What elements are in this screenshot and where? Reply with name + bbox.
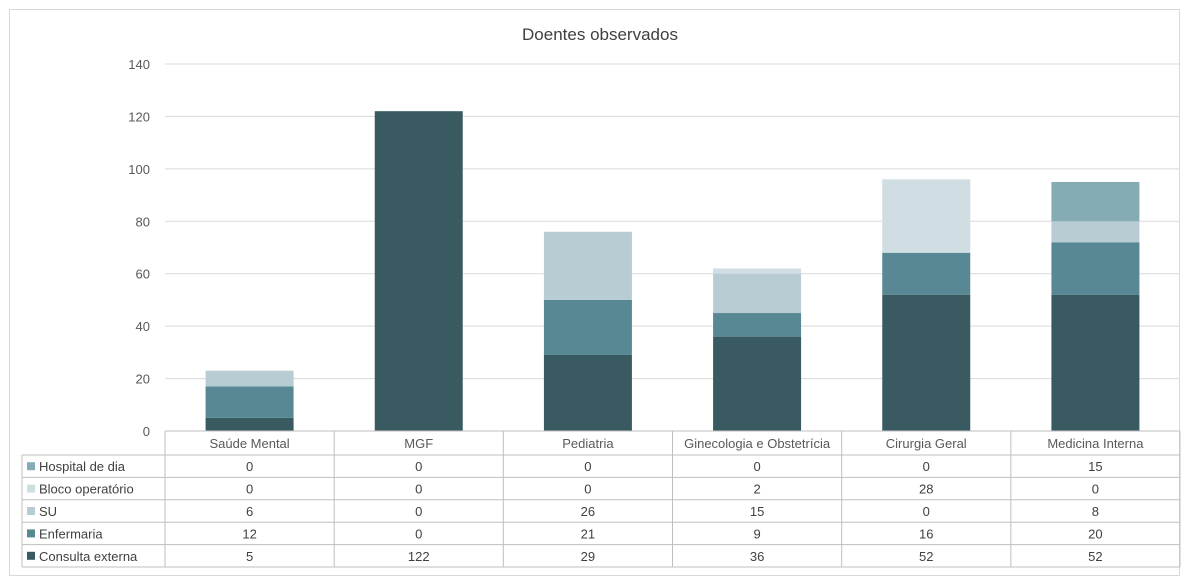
table-cell-value: 2 — [753, 482, 760, 497]
bar-segment — [205, 370, 294, 387]
legend-key — [27, 529, 35, 538]
x-category-label: Medicina Interna — [1047, 436, 1144, 451]
legend-label: Hospital de dia — [39, 459, 126, 474]
x-category-label: Pediatria — [562, 436, 614, 451]
table-cell-value: 12 — [242, 526, 256, 541]
data-table: Saúde Mental MGF Pediatria Ginecologia e Ob… — [21, 430, 1181, 568]
x-category-label: Cirurgia Geral — [886, 436, 967, 451]
table-cell-value: 0 — [415, 526, 422, 541]
bar-segment — [713, 313, 802, 337]
table-cell-value: 0 — [923, 459, 930, 474]
y-tick-label: 80 — [136, 214, 150, 229]
bar-segment — [882, 252, 971, 295]
table-cell-value: 20 — [1088, 526, 1102, 541]
bar-segment — [543, 354, 632, 431]
table-cell-value: 28 — [919, 482, 933, 497]
legend-key — [27, 462, 35, 471]
table-cell-value: 0 — [753, 459, 760, 474]
x-category-label: MGF — [404, 436, 433, 451]
table-cell-value: 29 — [581, 549, 595, 564]
bars — [205, 111, 1140, 431]
bar-segment — [543, 231, 632, 300]
bar-segment — [1051, 294, 1140, 431]
bar-segment — [1051, 221, 1140, 243]
table-cell-value: 0 — [584, 482, 591, 497]
legend-label: Bloco operatório — [39, 482, 134, 497]
legend-key — [27, 507, 35, 515]
table-cell-value: 0 — [415, 482, 422, 497]
table-cell-value: 0 — [415, 459, 422, 474]
table-cell-value: 26 — [581, 504, 595, 519]
table-cell-value: 8 — [1092, 504, 1099, 519]
table-cell-value: 0 — [246, 459, 253, 474]
y-tick-label: 120 — [128, 109, 150, 124]
legend-label: Consulta externa — [39, 549, 138, 564]
table-cell-value: 15 — [750, 504, 764, 519]
table-cell-value: 0 — [415, 504, 422, 519]
table-cell-value: 21 — [581, 526, 595, 541]
table-cell-value: 5 — [246, 549, 253, 564]
y-tick-label: 60 — [136, 267, 150, 282]
table-cell-value: 52 — [919, 549, 933, 564]
bar-segment — [205, 386, 294, 418]
table-cell-value: 9 — [753, 526, 760, 541]
bar-segment — [713, 273, 802, 314]
y-tick-label: 100 — [128, 162, 150, 177]
bar-segment — [713, 336, 802, 431]
x-category-label: Ginecologia e Obstetrícia — [684, 436, 831, 451]
bar-segment — [1051, 181, 1140, 222]
table-cell-value: 0 — [246, 482, 253, 497]
table-cell-value: 16 — [919, 526, 933, 541]
table-cell-value: 52 — [1088, 549, 1102, 564]
legend-key — [27, 484, 35, 493]
bar-segment — [882, 179, 971, 253]
gridlines — [165, 63, 1180, 380]
y-tick-label: 40 — [136, 319, 150, 334]
legend-key — [27, 551, 35, 560]
table-cell-value: 122 — [408, 549, 430, 564]
y-axis-ticks: 0 20 40 60 80 100 120 140 — [128, 57, 150, 439]
x-category-label: Saúde Mental — [209, 436, 289, 451]
bar-segment — [713, 268, 802, 274]
legend-label: SU — [39, 504, 57, 519]
table-cell-value: 0 — [584, 459, 591, 474]
table-cell-value: 6 — [246, 504, 253, 519]
legend-label: Enfermaria — [39, 526, 103, 541]
bar-segment — [882, 294, 971, 431]
table-cell-value: 0 — [923, 504, 930, 519]
bar-segment — [205, 417, 294, 431]
bar-segment — [374, 111, 463, 431]
y-tick-label: 140 — [128, 57, 150, 72]
chart-title: Doentes observados — [522, 25, 678, 44]
bar-segment — [1051, 242, 1140, 295]
y-tick-label: 20 — [136, 372, 150, 387]
table-cell-value: 36 — [750, 549, 764, 564]
table-cell-value: 0 — [1092, 482, 1099, 497]
y-tick-label: 0 — [143, 424, 150, 439]
table-cell-value: 15 — [1088, 459, 1102, 474]
bar-segment — [543, 299, 632, 355]
